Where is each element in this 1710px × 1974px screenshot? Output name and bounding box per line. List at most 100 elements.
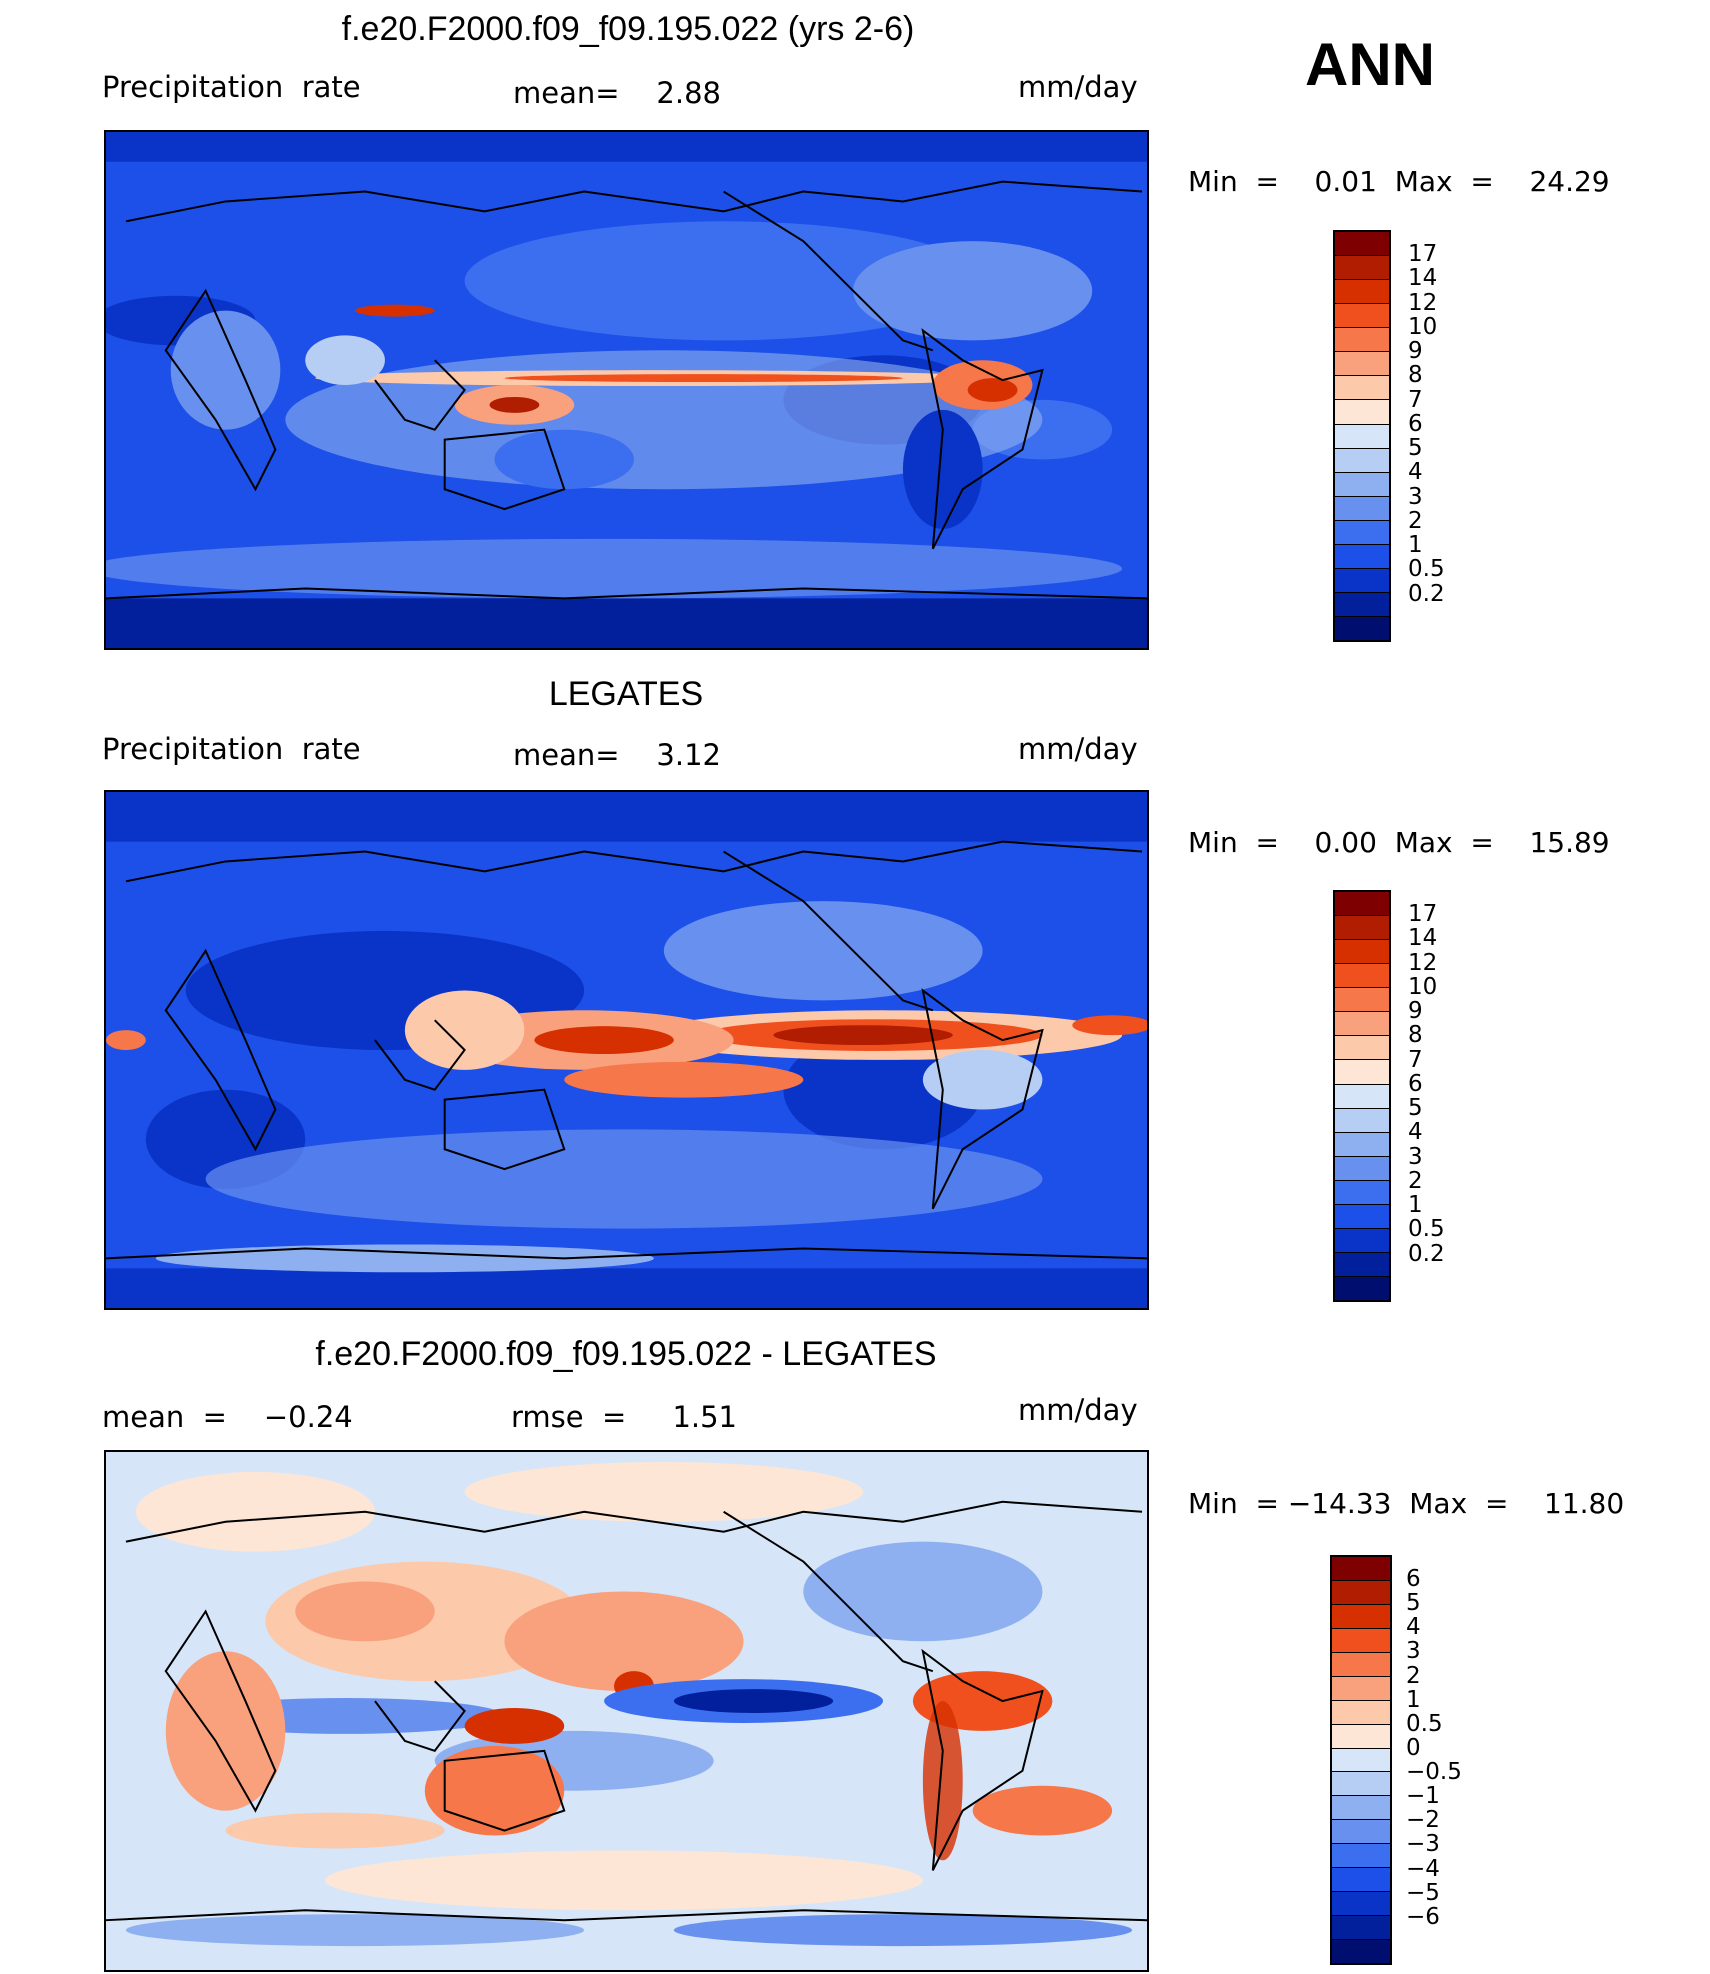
colorbar-swatch — [1332, 1557, 1390, 1581]
colorbar-tick-label: 6 — [1406, 1566, 1421, 1593]
panel3-minmax: Min = −14.33 Max = 11.80 — [1188, 1487, 1625, 1520]
colorbar-swatch — [1335, 940, 1389, 965]
panel1-variable-label: Precipitation rate — [102, 70, 361, 104]
colorbar-tick-label: 17 — [1408, 901, 1438, 928]
colorbar-swatch — [1332, 1772, 1390, 1797]
colorbar-swatch — [1332, 1916, 1390, 1940]
panel2-variable-label: Precipitation rate — [102, 732, 361, 766]
colorbar-swatch — [1335, 424, 1389, 449]
colorbar-swatch — [1335, 256, 1389, 281]
colorbar-tick-label: 14 — [1408, 265, 1438, 292]
colorbar-tick-label: 0.5 — [1406, 1710, 1443, 1737]
colorbar-tick-label: −0.5 — [1406, 1759, 1462, 1786]
colorbar-tick-label: −2 — [1406, 1807, 1440, 1834]
panel3-colorbar — [1330, 1555, 1392, 1965]
colorbar-swatch — [1335, 592, 1389, 617]
panel3-difference-map — [104, 1450, 1149, 1972]
colorbar-swatch — [1335, 988, 1389, 1013]
colorbar-tick-label: 3 — [1406, 1638, 1421, 1665]
colorbar-tick-label: 1 — [1408, 1192, 1423, 1219]
colorbar-tick-label: 2 — [1406, 1662, 1421, 1689]
panel1-colorbar — [1333, 230, 1391, 642]
colorbar-tick-label: 8 — [1408, 1022, 1423, 1049]
colorbar-tick-label: 9 — [1408, 338, 1423, 365]
colorbar-swatch — [1335, 544, 1389, 569]
colorbar-tick-label: 0.2 — [1408, 580, 1445, 607]
colorbar-swatch — [1335, 376, 1389, 401]
panel1-title: f.e20.F2000.f09_f09.195.022 (yrs 2-6) — [341, 10, 915, 48]
panel2-minmax: Min = 0.00 Max = 15.89 — [1188, 826, 1610, 859]
colorbar-swatch — [1332, 1628, 1390, 1653]
colorbar-swatch — [1335, 1252, 1389, 1277]
panel3-rmse-label: rmse = 1.51 — [511, 1400, 738, 1434]
colorbar-tick-label: −3 — [1406, 1831, 1440, 1858]
colorbar-swatch — [1332, 1820, 1390, 1845]
colorbar-tick-label: 5 — [1408, 1095, 1423, 1122]
panel3-mean-label: mean = −0.24 — [102, 1400, 353, 1434]
colorbar-swatch — [1335, 1084, 1389, 1109]
colorbar-swatch — [1335, 1180, 1389, 1205]
colorbar-swatch — [1335, 280, 1389, 305]
colorbar-swatch — [1335, 892, 1389, 917]
colorbar-swatch — [1335, 496, 1389, 521]
colorbar-tick-label: 7 — [1408, 1046, 1423, 1073]
colorbar-tick-label: 10 — [1408, 973, 1438, 1000]
colorbar-swatch — [1335, 304, 1389, 329]
colorbar-tick-label: 5 — [1408, 435, 1423, 462]
panel2-mean-label: mean= 3.12 — [513, 738, 721, 772]
colorbar-swatch — [1335, 1012, 1389, 1037]
colorbar-swatch — [1332, 1676, 1390, 1701]
panel2-colorbar — [1333, 890, 1391, 1302]
colorbar-swatch — [1332, 1580, 1390, 1605]
panel1-precip-map — [104, 130, 1149, 650]
colorbar-swatch — [1332, 1652, 1390, 1677]
panel2-precip-map — [104, 790, 1149, 1310]
colorbar-swatch — [1335, 1060, 1389, 1085]
colorbar-swatch — [1335, 232, 1389, 257]
colorbar-tick-label: 0.2 — [1408, 1240, 1445, 1267]
colorbar-swatch — [1335, 964, 1389, 989]
colorbar-tick-label: 0.5 — [1408, 556, 1445, 583]
colorbar-tick-label: 3 — [1408, 1143, 1423, 1170]
colorbar-swatch — [1332, 1724, 1390, 1749]
colorbar-swatch — [1335, 1132, 1389, 1157]
colorbar-tick-label: 14 — [1408, 925, 1438, 952]
panel3-title: f.e20.F2000.f09_f09.195.022 - LEGATES — [315, 1335, 937, 1373]
colorbar-tick-label: −6 — [1406, 1903, 1440, 1930]
colorbar-tick-label: 0.5 — [1408, 1216, 1445, 1243]
colorbar-swatch — [1332, 1700, 1390, 1725]
colorbar-tick-label: 9 — [1408, 998, 1423, 1025]
colorbar-swatch — [1335, 472, 1389, 497]
colorbar-tick-label: 3 — [1408, 483, 1423, 510]
colorbar-swatch — [1335, 400, 1389, 425]
panel2-units-label: mm/day — [1018, 732, 1138, 766]
panel2-title: LEGATES — [548, 675, 704, 713]
season-title: ANN — [1305, 31, 1435, 98]
colorbar-tick-label: 6 — [1408, 410, 1423, 437]
colorbar-tick-label: 2 — [1408, 1167, 1423, 1194]
colorbar-swatch — [1335, 352, 1389, 377]
colorbar-swatch — [1335, 617, 1389, 641]
colorbar-tick-label: 2 — [1408, 507, 1423, 534]
colorbar-swatch — [1335, 448, 1389, 473]
colorbar-tick-label: 10 — [1408, 313, 1438, 340]
colorbar-swatch — [1335, 1228, 1389, 1253]
colorbar-tick-label: −4 — [1406, 1855, 1440, 1882]
colorbar-tick-label: 12 — [1408, 949, 1438, 976]
colorbar-swatch — [1335, 1204, 1389, 1229]
colorbar-swatch — [1335, 328, 1389, 353]
colorbar-swatch — [1335, 1277, 1389, 1301]
panel3-units-label: mm/day — [1018, 1393, 1138, 1427]
colorbar-swatch — [1332, 1796, 1390, 1821]
colorbar-tick-label: 0 — [1406, 1734, 1421, 1761]
panel1-minmax: Min = 0.01 Max = 24.29 — [1188, 165, 1610, 198]
colorbar-swatch — [1335, 568, 1389, 593]
colorbar-tick-label: 4 — [1408, 1119, 1423, 1146]
panel1-mean-label: mean= 2.88 — [513, 76, 721, 110]
colorbar-swatch — [1335, 1108, 1389, 1133]
colorbar-swatch — [1335, 916, 1389, 941]
colorbar-swatch — [1335, 1156, 1389, 1181]
colorbar-tick-label: 1 — [1408, 532, 1423, 559]
colorbar-swatch — [1332, 1748, 1390, 1773]
colorbar-tick-label: 17 — [1408, 241, 1438, 268]
